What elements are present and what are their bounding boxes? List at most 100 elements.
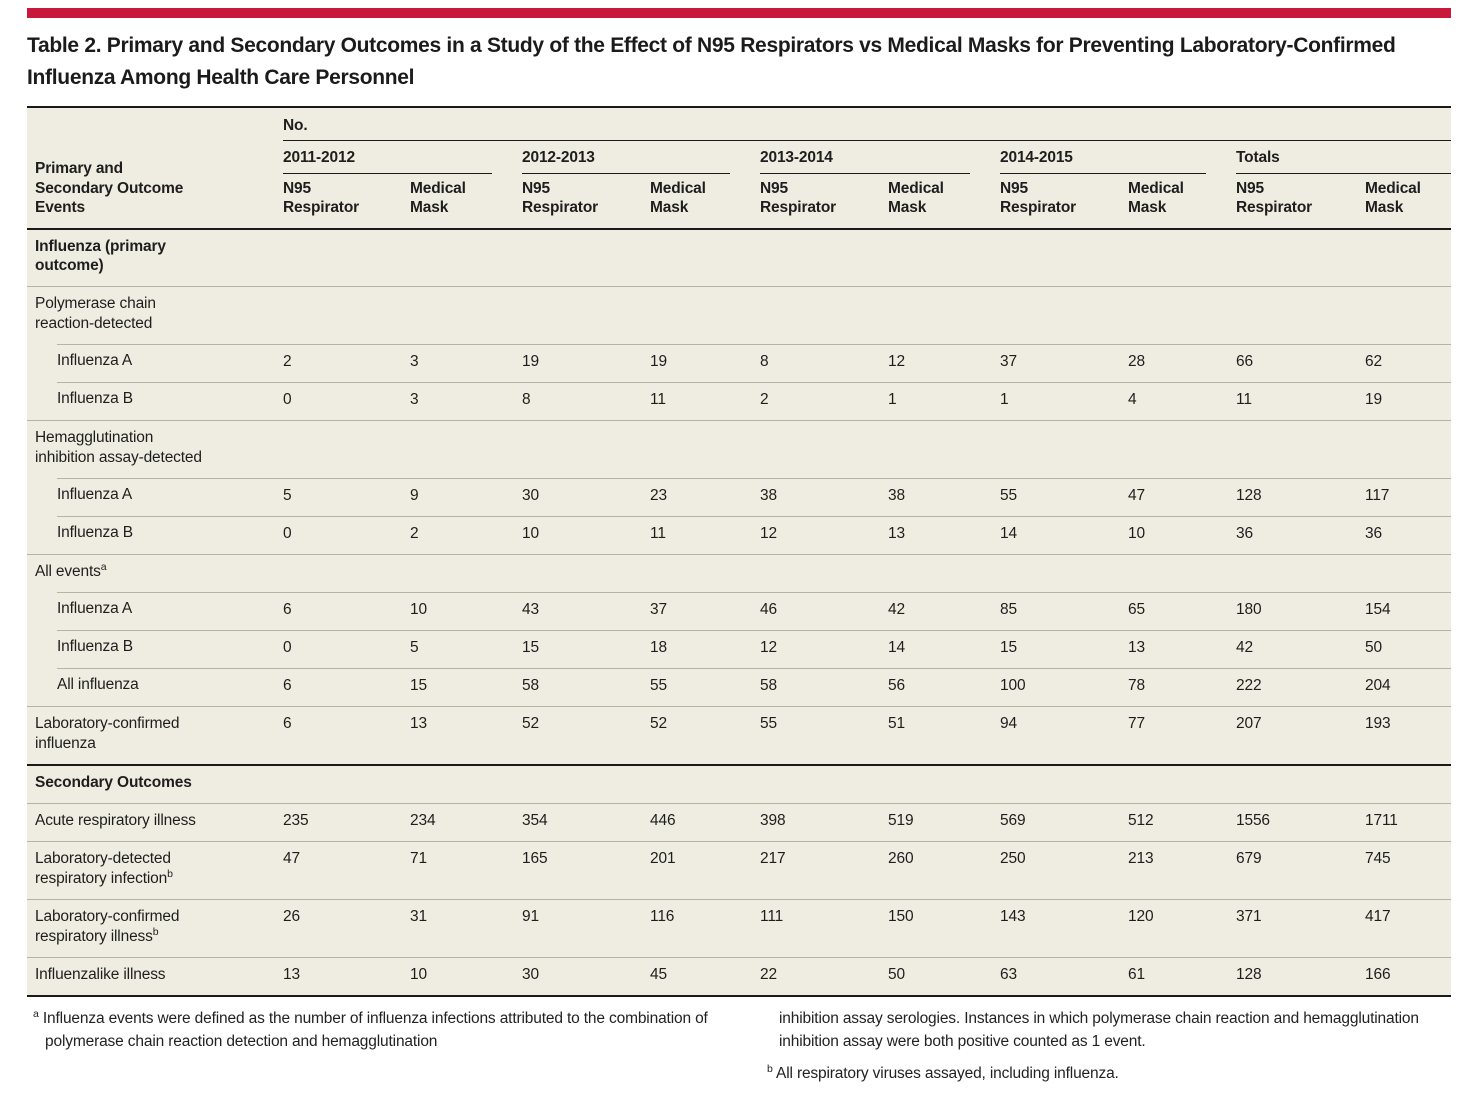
footnote-column-right: inhibition assay serologies. Instances i…: [767, 1007, 1451, 1085]
data-cell: 61: [1128, 957, 1236, 995]
data-cell: 14: [888, 630, 1000, 668]
data-cell: 2: [760, 382, 888, 420]
data-cell: 0: [283, 382, 410, 420]
data-cell: 446: [650, 803, 760, 841]
data-cell: 201: [650, 841, 760, 899]
row-label: Laboratory-confirmed respiratory illness…: [27, 899, 283, 957]
table-row: Hemagglutination inhibition assay-detect…: [27, 420, 1451, 478]
data-cell: 165: [522, 841, 650, 899]
col-header-mask: Medical Mask: [1128, 174, 1236, 230]
footnote-a-text: Influenza events were defined as the num…: [42, 1010, 708, 1051]
data-cell: 26: [283, 899, 410, 957]
data-cell: 8: [760, 344, 888, 382]
row-label: All eventsa: [27, 554, 1451, 592]
col-header-n95: N95 Respirator: [522, 174, 650, 230]
table-title: Table 2. Primary and Secondary Outcomes …: [27, 34, 1396, 89]
table-header: Primary and Secondary Outcome Events No.…: [27, 108, 1451, 230]
data-cell: 0: [283, 630, 410, 668]
data-cell: 38: [888, 478, 1000, 516]
footnote-column-left: a Influenza events were defined as the n…: [33, 1007, 717, 1085]
data-cell: 217: [760, 841, 888, 899]
table-row: Influenza B 0 2 10 11 12 13 14 10 36 36: [27, 516, 1451, 555]
data-cell: 55: [760, 706, 888, 764]
data-cell: 43: [522, 592, 650, 630]
table-row: Influenza B 0 3 8 11 2 1 1 4 11 19: [27, 382, 1451, 421]
row-label: Influenza B: [27, 630, 283, 669]
table-row: Influenza B 0 5 15 18 12 14 15 13 42 50: [27, 630, 1451, 669]
data-cell: 50: [888, 957, 1000, 995]
data-cell: 42: [888, 592, 1000, 630]
data-cell: 36: [1365, 516, 1451, 554]
col-header-n95: N95 Respirator: [760, 174, 888, 230]
table-row: Influenza (primary outcome): [27, 230, 1451, 287]
data-cell: 234: [410, 803, 522, 841]
footnote-a-continuation: inhibition assay serologies. Instances i…: [779, 1010, 1419, 1051]
data-cell: 0: [283, 516, 410, 554]
data-cell: 180: [1236, 592, 1365, 630]
data-cell: 30: [522, 957, 650, 995]
row-label: Acute respiratory illness: [27, 803, 283, 841]
data-cell: 52: [522, 706, 650, 764]
data-cell: 354: [522, 803, 650, 841]
data-cell: 143: [1000, 899, 1128, 957]
data-cell: 18: [650, 630, 760, 668]
data-cell: 154: [1365, 592, 1451, 630]
data-cell: 120: [1128, 899, 1236, 957]
data-cell: 91: [522, 899, 650, 957]
data-cell: 38: [760, 478, 888, 516]
data-cell: 55: [650, 668, 760, 706]
data-cell: 37: [650, 592, 760, 630]
data-cell: 51: [888, 706, 1000, 764]
data-cell: 62: [1365, 344, 1451, 382]
col-header-mask: Medical Mask: [1365, 174, 1451, 230]
data-cell: 66: [1236, 344, 1365, 382]
group-header-2014-2015: 2014-2015: [1000, 141, 1236, 175]
data-cell: 512: [1128, 803, 1236, 841]
data-cell: 94: [1000, 706, 1128, 764]
data-cell: 58: [522, 668, 650, 706]
data-cell: 10: [1128, 516, 1236, 554]
data-cell: 12: [888, 344, 1000, 382]
data-cell: 519: [888, 803, 1000, 841]
row-label: Secondary Outcomes: [27, 764, 1451, 803]
table-row: Laboratory-detected respiratory infectio…: [27, 841, 1451, 899]
footnote-marker-b: b: [767, 1062, 773, 1075]
data-cell: 1: [1000, 382, 1128, 420]
group-header-2013-2014: 2013-2014: [760, 141, 1000, 175]
data-cell: 10: [410, 592, 522, 630]
data-cell: 30: [522, 478, 650, 516]
data-cell: 65: [1128, 592, 1236, 630]
data-cell: 5: [410, 630, 522, 668]
data-cell: 22: [760, 957, 888, 995]
table-row: All influenza 6 15 58 55 58 56 100 78 222 204: [27, 668, 1451, 707]
data-cell: 55: [1000, 478, 1128, 516]
data-cell: 100: [1000, 668, 1128, 706]
data-cell: 78: [1128, 668, 1236, 706]
data-cell: 14: [1000, 516, 1128, 554]
table-row: Laboratory-confirmed respiratory illness…: [27, 899, 1451, 957]
data-cell: 13: [283, 957, 410, 995]
table-row: Polymerase chain reaction-detected: [27, 286, 1451, 344]
data-cell: 11: [1236, 382, 1365, 420]
row-label: Influenzalike illness: [27, 957, 283, 995]
accent-bar: [27, 8, 1451, 18]
row-label: Influenza B: [27, 516, 283, 555]
data-cell: 193: [1365, 706, 1451, 764]
data-cell: 15: [522, 630, 650, 668]
data-cell: 9: [410, 478, 522, 516]
stub-header: Primary and Secondary Outcome Events: [27, 108, 283, 230]
outcomes-table-panel: Primary and Secondary Outcome Events No.…: [27, 106, 1451, 998]
data-cell: 31: [410, 899, 522, 957]
data-cell: 46: [760, 592, 888, 630]
data-cell: 222: [1236, 668, 1365, 706]
data-cell: 128: [1236, 478, 1365, 516]
data-cell: 398: [760, 803, 888, 841]
row-label: Influenza A: [27, 478, 283, 517]
data-cell: 11: [650, 382, 760, 420]
col-header-n95: N95 Respirator: [1236, 174, 1365, 230]
row-label: Influenza A: [27, 592, 283, 631]
col-header-n95: N95 Respirator: [1000, 174, 1128, 230]
data-cell: 3: [410, 382, 522, 420]
data-cell: 13: [888, 516, 1000, 554]
table-row: Laboratory-confirmed influenza 6 13 52 52 55 5…: [27, 706, 1451, 764]
